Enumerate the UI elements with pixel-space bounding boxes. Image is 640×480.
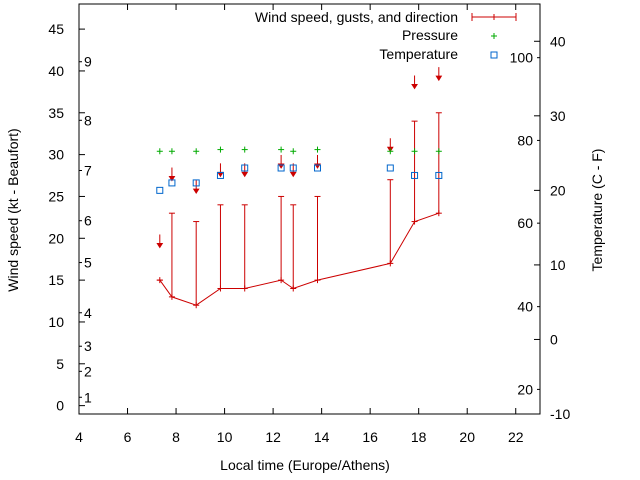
x-axis-title: Local time (Europe/Athens) xyxy=(220,457,390,473)
x-tick-label: 12 xyxy=(265,429,281,445)
temperature-series xyxy=(156,164,443,194)
legend-label-temperature: Temperature xyxy=(379,46,458,62)
temperature-point xyxy=(192,179,200,187)
wind-series xyxy=(156,67,443,309)
x-tick-label: 4 xyxy=(75,429,83,445)
y-tick-label: 30 xyxy=(48,147,64,163)
wind-direction-arrowhead xyxy=(168,176,176,182)
temperature-point xyxy=(241,164,249,172)
y-tick-label: 10 xyxy=(48,314,64,330)
pressure-point xyxy=(193,148,200,155)
x-tick-label: 18 xyxy=(411,429,427,445)
temperature-point xyxy=(168,179,176,187)
pressure-point xyxy=(435,148,442,155)
x-tick-label: 14 xyxy=(314,429,330,445)
x-tick-label: 6 xyxy=(124,429,132,445)
legend: Wind speed, gusts, and direction Pressur… xyxy=(255,9,517,62)
beaufort-tick-label: 1 xyxy=(84,389,92,405)
legend-swatch-pressure xyxy=(491,33,497,39)
pressure-point xyxy=(411,148,418,155)
wind-direction-arrowhead xyxy=(156,242,164,249)
y-tick-label: 35 xyxy=(48,105,64,121)
y2-axis-title: Temperature (C - F) xyxy=(589,149,605,272)
pressure-point xyxy=(241,146,248,153)
y2-tick-label: -10 xyxy=(550,406,570,422)
y-tick-label: 20 xyxy=(48,230,64,246)
y2-tick-label: 10 xyxy=(550,257,566,273)
temperature-point xyxy=(156,186,164,194)
wind-speed-line xyxy=(159,212,439,306)
temperature-point xyxy=(314,164,322,172)
y-tick-label: 5 xyxy=(56,356,64,372)
fahrenheit-tick-label: 40 xyxy=(517,299,533,315)
x-tick-label: 8 xyxy=(172,429,180,445)
beaufort-tick-label: 8 xyxy=(84,112,92,128)
fahrenheit-tick-label: 60 xyxy=(517,215,533,231)
pressure-point xyxy=(387,148,394,155)
beaufort-ticks: 1 2 3 4 5 6 7 8 9 xyxy=(79,54,92,405)
pressure-series xyxy=(156,146,442,155)
beaufort-tick-label: 2 xyxy=(84,363,92,379)
fahrenheit-tick-label: 20 xyxy=(517,381,533,397)
wind-direction-arrowhead xyxy=(192,188,200,195)
y2-tick-label: 20 xyxy=(550,182,566,198)
x-tick-label: 16 xyxy=(362,429,378,445)
beaufort-tick-label: 5 xyxy=(84,255,92,271)
fahrenheit-ticks: 20 40 60 80 100 xyxy=(510,50,540,397)
temperature-point xyxy=(435,171,443,179)
temperature-point xyxy=(386,164,394,172)
y-tick-label: 40 xyxy=(48,63,64,79)
pressure-point xyxy=(314,146,321,153)
beaufort-tick-label: 9 xyxy=(84,54,92,70)
y-tick-label: 0 xyxy=(56,398,64,414)
pressure-point xyxy=(156,148,163,155)
fahrenheit-tick-label: 100 xyxy=(510,50,534,66)
legend-swatch-temperature xyxy=(490,51,498,59)
y-ticks: 0 5 10 15 20 25 30 35 40 45 xyxy=(48,21,85,414)
y-tick-label: 15 xyxy=(48,272,64,288)
temperature-point xyxy=(277,164,285,172)
y2-tick-label: 0 xyxy=(550,331,558,347)
legend-label-wind: Wind speed, gusts, and direction xyxy=(255,9,458,25)
x-ticks: 4 6 8 10 12 14 16 18 20 22 xyxy=(75,4,524,445)
x-tick-label: 22 xyxy=(508,429,524,445)
pressure-point xyxy=(290,148,297,155)
y-tick-label: 25 xyxy=(48,188,64,204)
y2-tick-label: 40 xyxy=(550,33,566,49)
temperature-point xyxy=(216,171,224,179)
pressure-point xyxy=(168,148,175,155)
temperature-point xyxy=(289,164,297,172)
beaufort-tick-label: 6 xyxy=(84,213,92,229)
beaufort-tick-label: 3 xyxy=(84,338,92,354)
y-tick-label: 45 xyxy=(48,21,64,37)
wind-direction-arrowhead xyxy=(289,171,297,178)
y2-ticks: -10 0 10 20 30 40 xyxy=(534,33,570,422)
wind-direction-arrowhead xyxy=(435,75,443,82)
x-tick-label: 20 xyxy=(459,429,475,445)
beaufort-tick-label: 4 xyxy=(84,305,92,321)
beaufort-tick-label: 7 xyxy=(84,163,92,179)
fahrenheit-tick-label: 80 xyxy=(517,132,533,148)
wind-direction-arrowhead xyxy=(411,83,418,90)
wind-direction-arrowhead xyxy=(241,171,249,178)
temperature-point xyxy=(411,171,419,179)
y2-tick-label: 30 xyxy=(550,108,566,124)
pressure-point xyxy=(217,146,224,153)
pressure-point xyxy=(278,146,285,153)
legend-label-pressure: Pressure xyxy=(402,27,458,43)
x-tick-label: 10 xyxy=(217,429,233,445)
y-axis-title: Wind speed (kt - Beaufort) xyxy=(5,128,21,291)
plot-frame xyxy=(78,3,541,415)
